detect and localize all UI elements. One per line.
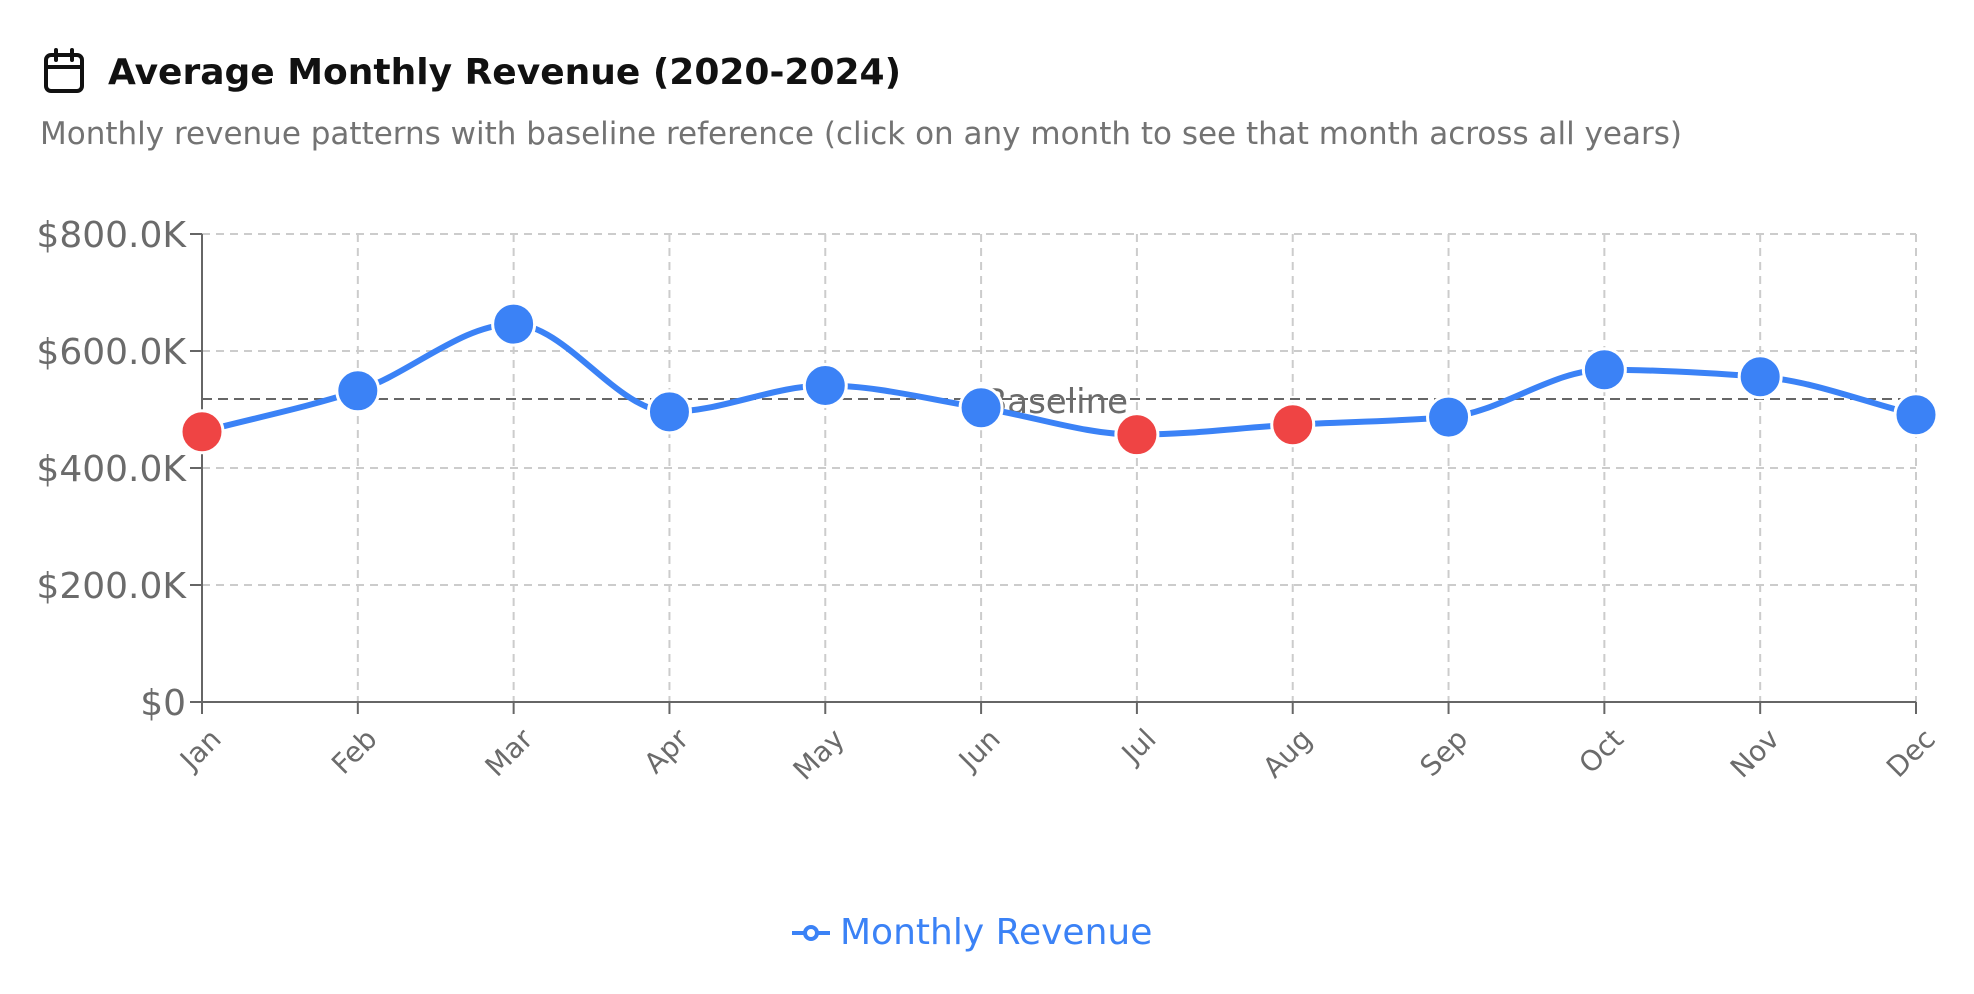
y-tick-label: $600.0K	[36, 332, 187, 373]
axes	[190, 233, 1917, 714]
data-point-jul[interactable]	[1114, 412, 1160, 458]
data-points	[179, 301, 1939, 458]
legend-item-monthly-revenue[interactable]: Monthly Revenue	[792, 912, 1152, 953]
x-tick-label-dec[interactable]: Dec	[1880, 722, 1942, 784]
x-tick-label-jan[interactable]: Jan	[172, 722, 227, 777]
data-point-mar[interactable]	[491, 301, 537, 347]
baseline-reference: Baseline	[202, 382, 1916, 422]
x-tick-label-jul[interactable]: Jul	[1114, 722, 1163, 771]
data-point-oct[interactable]	[1581, 347, 1627, 393]
data-point-dec[interactable]	[1893, 392, 1939, 438]
x-tick-label-jun[interactable]: Jun	[951, 722, 1007, 778]
legend-label: Monthly Revenue	[840, 912, 1153, 953]
y-tick-label: $0	[140, 683, 186, 724]
x-tick-label-mar[interactable]: Mar	[479, 722, 540, 783]
x-tick-label-nov[interactable]: Nov	[1724, 722, 1786, 784]
x-tick-label-feb[interactable]: Feb	[325, 722, 383, 780]
data-point-may[interactable]	[802, 363, 848, 409]
data-point-jun[interactable]	[958, 385, 1004, 431]
baseline-label: Baseline	[984, 382, 1128, 422]
x-tick-labels: Jan Feb Mar Apr May Jun Jul Aug Sep Oct Nov Dec	[172, 722, 1941, 787]
y-tick-label: $800.0K	[36, 215, 187, 256]
chart-header: Average Monthly Revenue (2020-2024)	[42, 48, 901, 96]
data-point-sep[interactable]	[1426, 394, 1472, 440]
line-marker-icon	[792, 923, 830, 943]
data-point-feb[interactable]	[335, 368, 381, 414]
x-tick-label-sep[interactable]: Sep	[1414, 722, 1475, 783]
y-tick-label: $200.0K	[36, 566, 187, 607]
data-point-aug[interactable]	[1270, 402, 1316, 448]
x-tick-label-aug[interactable]: Aug	[1256, 722, 1318, 784]
y-tick-label: $400.0K	[36, 449, 187, 490]
data-point-nov[interactable]	[1737, 354, 1783, 400]
data-point-jan[interactable]	[179, 409, 225, 455]
data-point-apr[interactable]	[646, 389, 692, 435]
chart-title: Average Monthly Revenue (2020-2024)	[108, 51, 902, 93]
x-tick-label-may[interactable]: May	[787, 722, 851, 786]
chart-subtitle: Monthly revenue patterns with baseline r…	[40, 116, 1682, 152]
calendar-icon	[42, 48, 86, 96]
grid-lines	[202, 233, 1917, 702]
x-tick-label-apr[interactable]: Apr	[638, 722, 696, 780]
y-tick-labels: $0 $200.0K $400.0K $600.0K $800.0K	[36, 215, 187, 724]
x-tick-label-oct[interactable]: Oct	[1572, 722, 1630, 780]
